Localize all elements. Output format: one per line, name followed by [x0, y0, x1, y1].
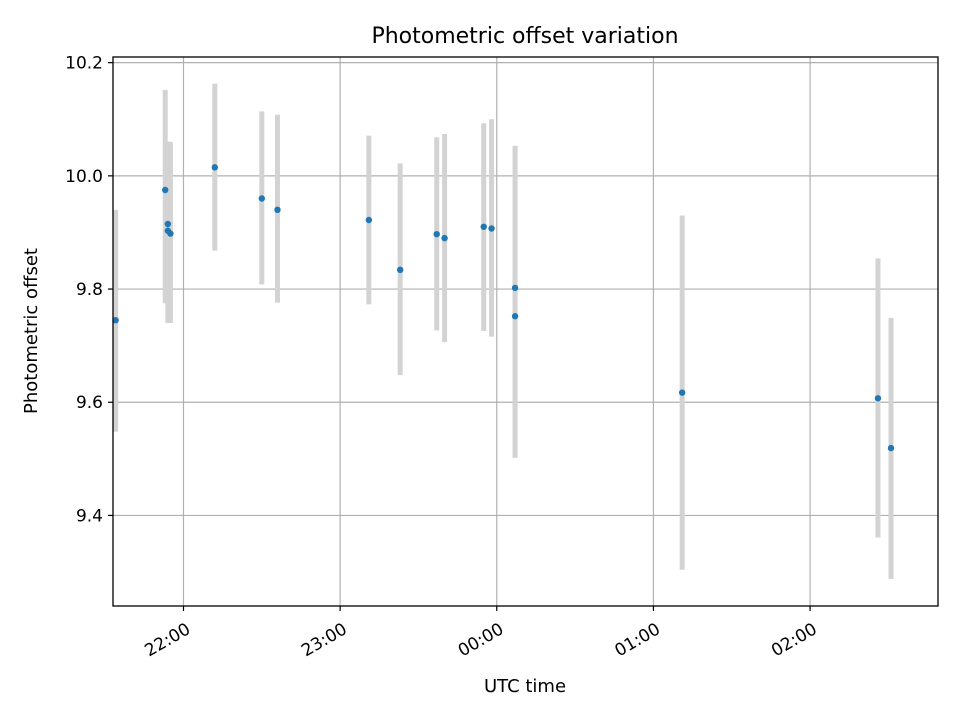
y-axis-label: Photometric offset [21, 248, 42, 414]
data-point [274, 206, 281, 214]
data-point [396, 266, 404, 274]
data-point [258, 195, 266, 202]
data-point [678, 389, 686, 396]
data-point [511, 313, 519, 320]
data-point [365, 216, 373, 224]
data-point [874, 395, 882, 402]
data-points [112, 164, 895, 452]
data-point [480, 223, 487, 230]
data-point [441, 234, 448, 242]
data-point [211, 164, 219, 171]
x-axis-label: UTC time [484, 676, 566, 697]
y-tick-label: 9.8 [76, 280, 103, 300]
data-point [112, 316, 119, 324]
y-tick-label: 10.0 [65, 167, 103, 187]
y-tick-label: 10.2 [65, 54, 103, 74]
data-point [167, 230, 174, 237]
data-point [433, 230, 440, 238]
data-point [511, 284, 519, 292]
data-point [488, 225, 495, 232]
data-point [887, 444, 895, 452]
y-tick-label: 9.6 [76, 393, 103, 413]
y-tick-label: 9.4 [76, 506, 103, 526]
y-axis: 9.4 9.6 9.8 10.0 10.2 [65, 54, 113, 526]
grid-lines [113, 57, 938, 606]
data-point [162, 186, 169, 194]
plot-frame [112, 56, 939, 607]
data-point [164, 220, 172, 228]
chart-title: Photometric offset variation [371, 24, 678, 49]
